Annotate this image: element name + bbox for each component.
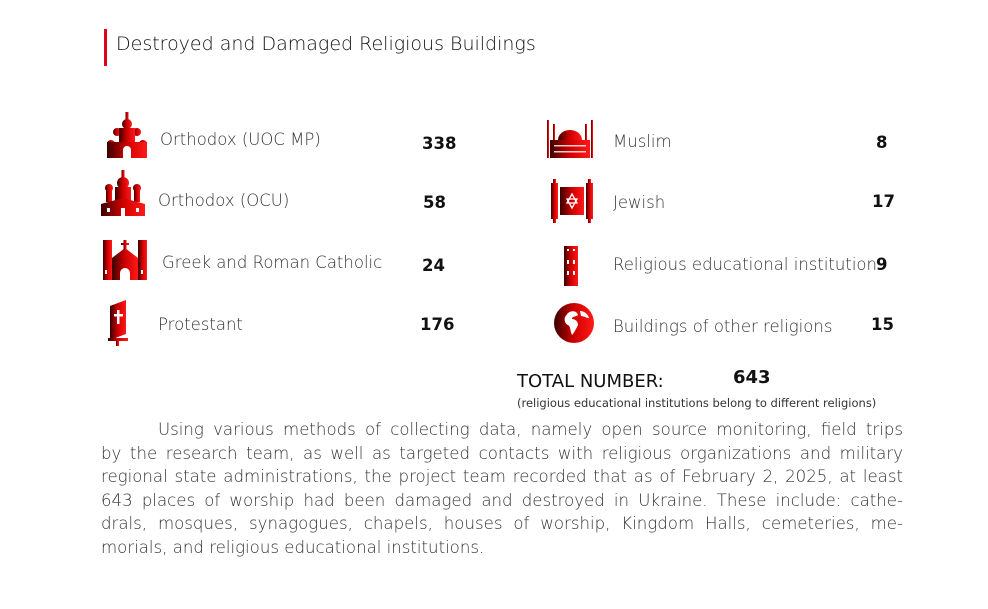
paragraph-line: drals, mosques, synagogues, chapels, hou…: [101, 514, 903, 533]
paragraph-line: 643 places of worship had been damaged a…: [101, 490, 903, 510]
total-note: (religious educational institutions belo…: [517, 396, 877, 410]
item-count: 338: [422, 134, 457, 153]
globe-icon: [554, 303, 594, 343]
orthodox-church-icon: [107, 112, 147, 158]
catholic-church-icon: [103, 240, 147, 280]
paragraph-line: morials, and religious educational insti…: [101, 537, 485, 557]
item-count: 58: [423, 193, 446, 212]
building-icon: [564, 246, 578, 286]
total-value: 643: [733, 367, 771, 388]
description-paragraph: Using various methods of collecting data…: [101, 418, 903, 559]
item-count: 24: [422, 256, 445, 275]
bible-icon: [108, 300, 128, 346]
item-count: 8: [876, 133, 888, 152]
item-count: 15: [871, 315, 894, 334]
item-count: 17: [872, 192, 895, 211]
item-label: Greek and Roman Catholic: [162, 253, 383, 272]
item-label: Orthodox (UOC MP): [160, 130, 321, 149]
item-label: Religious educational institution: [613, 255, 877, 274]
item-count: 9: [876, 255, 888, 274]
title-accent-bar: [104, 29, 107, 66]
item-label: Buildings of other religions: [613, 317, 833, 336]
total-label: TOTAL NUMBER:: [517, 371, 664, 392]
paragraph-line: regional state administrations, the proj…: [101, 467, 903, 486]
item-count: 176: [420, 315, 455, 334]
page-title: Destroyed and Damaged Religious Building…: [116, 33, 536, 55]
torah-scroll-icon: [551, 179, 593, 223]
item-label: Protestant: [158, 315, 243, 334]
orthodox-cathedral-icon: [101, 170, 145, 216]
item-label: Orthodox (OCU): [158, 191, 290, 210]
item-label: Muslim: [613, 132, 672, 151]
mosque-icon: [547, 120, 593, 158]
item-label: Jewish: [613, 193, 666, 212]
paragraph-line: by the research team, as well as targete…: [101, 443, 903, 463]
paragraph-line: Using various methods of collecting data…: [158, 420, 903, 439]
